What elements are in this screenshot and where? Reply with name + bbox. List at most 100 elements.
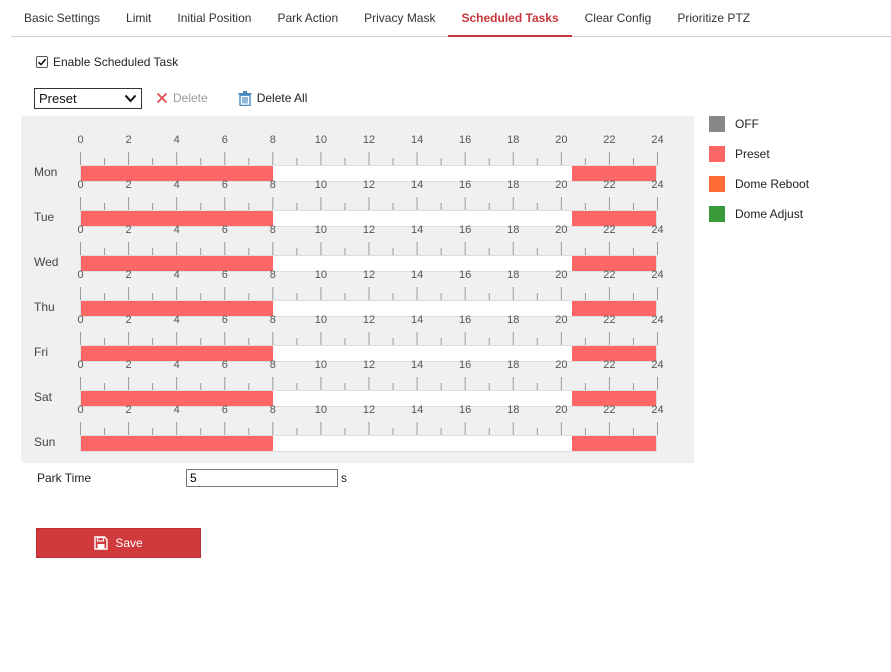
hour-tick-label: 14 xyxy=(411,134,423,146)
schedule-bar-fri[interactable] xyxy=(80,345,657,362)
enable-scheduled-task[interactable]: Enable Scheduled Task xyxy=(36,55,178,69)
hour-tick-label: 0 xyxy=(77,404,83,416)
schedule-segment[interactable] xyxy=(81,166,273,181)
tab-scheduled-tasks[interactable]: Scheduled Tasks xyxy=(448,0,572,37)
hour-tick-label: 8 xyxy=(270,404,276,416)
day-label: Mon xyxy=(34,165,58,179)
hour-tick-label: 6 xyxy=(222,269,228,281)
park-time-input[interactable] xyxy=(186,469,338,487)
hour-tick-label: 24 xyxy=(651,179,663,191)
hour-tick-label: 0 xyxy=(77,134,83,146)
enable-label: Enable Scheduled Task xyxy=(53,55,179,69)
tab-initial-position[interactable]: Initial Position xyxy=(177,11,252,25)
hour-ruler: 0 2 4 6 8 10 12 14 16 18 20 22 24 xyxy=(77,134,664,165)
hour-tick-label: 12 xyxy=(363,134,375,146)
legend-label: Preset xyxy=(735,147,770,161)
schedule-row-wed: 0 2 4 6 8 10 12 14 16 18 20 22 24 Wed xyxy=(21,220,694,272)
save-label: Save xyxy=(115,536,143,550)
schedule-segment[interactable] xyxy=(572,436,656,451)
schedule-row-fri: 0 2 4 6 8 10 12 14 16 18 20 22 24 Fri xyxy=(21,310,694,362)
tab-limit[interactable]: Limit xyxy=(126,11,152,25)
task-type-select[interactable]: Preset xyxy=(34,87,142,109)
hour-tick-label: 2 xyxy=(126,359,132,371)
chevron-down-icon xyxy=(124,94,137,102)
schedule-segment[interactable] xyxy=(572,256,656,271)
delete-all-button[interactable]: Delete All xyxy=(238,90,307,106)
hour-tick-label: 12 xyxy=(363,359,375,371)
schedule-segment[interactable] xyxy=(81,391,273,406)
hour-tick-label: 24 xyxy=(651,359,663,371)
schedule-segment[interactable] xyxy=(572,166,656,181)
day-label: Sat xyxy=(34,390,53,404)
hour-tick-label: 20 xyxy=(555,269,567,281)
schedule-segment[interactable] xyxy=(81,301,273,316)
hour-tick-label: 10 xyxy=(315,134,327,146)
hour-tick-label: 16 xyxy=(459,359,471,371)
schedule-segment[interactable] xyxy=(572,301,656,316)
hour-tick-label: 8 xyxy=(270,314,276,326)
legend-swatch xyxy=(709,176,725,192)
hour-tick-label: 4 xyxy=(174,179,180,191)
schedule-bar-mon[interactable] xyxy=(80,165,657,182)
schedule-segment[interactable] xyxy=(81,346,273,361)
hour-tick-label: 2 xyxy=(126,224,132,236)
day-label: Fri xyxy=(34,345,48,359)
schedule-segment[interactable] xyxy=(81,211,273,226)
schedule-row-mon: 0 2 4 6 8 10 12 14 16 18 20 22 24 Mon xyxy=(21,130,694,182)
tab-privacy-mask[interactable]: Privacy Mask xyxy=(364,11,436,25)
schedule-segment[interactable] xyxy=(81,436,273,451)
save-button[interactable]: Save xyxy=(36,528,201,558)
schedule-bar-sun[interactable] xyxy=(80,435,657,452)
hour-tick-label: 2 xyxy=(126,404,132,416)
schedule-bar-thu[interactable] xyxy=(80,300,657,317)
hour-tick-label: 20 xyxy=(555,224,567,236)
hour-tick-label: 0 xyxy=(77,314,83,326)
hour-tick-label: 8 xyxy=(270,179,276,191)
hour-tick-label: 4 xyxy=(174,224,180,236)
hour-tick-label: 20 xyxy=(555,359,567,371)
hour-tick-label: 12 xyxy=(363,314,375,326)
hour-tick-label: 8 xyxy=(270,359,276,371)
schedule-segment[interactable] xyxy=(81,256,273,271)
tab-clear-config[interactable]: Clear Config xyxy=(584,11,652,25)
hour-tick-label: 12 xyxy=(363,179,375,191)
hour-tick-label: 22 xyxy=(603,404,615,416)
schedule-panel: 0 2 4 6 8 10 12 14 16 18 20 22 24 Mon 0 2 4 6 8 10 12 14 16 18 2… xyxy=(21,116,694,463)
legend: OFF Preset Dome Reboot Dome Adjust xyxy=(709,116,809,236)
tab-prioritize-ptz[interactable]: Prioritize PTZ xyxy=(677,11,751,25)
hour-tick-label: 14 xyxy=(411,314,423,326)
hour-tick-label: 22 xyxy=(603,134,615,146)
schedule-bar-tue[interactable] xyxy=(80,210,657,227)
hour-tick-label: 18 xyxy=(507,134,519,146)
hour-tick-label: 18 xyxy=(507,404,519,416)
hour-tick-label: 18 xyxy=(507,224,519,236)
hour-tick-label: 6 xyxy=(222,404,228,416)
schedule-bar-sat[interactable] xyxy=(80,390,657,407)
hour-tick-label: 10 xyxy=(315,404,327,416)
park-time-unit: s xyxy=(341,471,347,485)
tab-basic-settings[interactable]: Basic Settings xyxy=(24,11,101,25)
hour-tick-label: 18 xyxy=(507,359,519,371)
schedule-bar-wed[interactable] xyxy=(80,255,657,272)
hour-tick-label: 24 xyxy=(651,314,663,326)
hour-tick-label: 4 xyxy=(174,404,180,416)
hour-tick-label: 14 xyxy=(411,224,423,236)
schedule-row-tue: 0 2 4 6 8 10 12 14 16 18 20 22 24 Tue xyxy=(21,175,694,227)
floppy-disk-icon xyxy=(94,536,109,550)
delete-button[interactable]: Delete xyxy=(156,91,208,105)
hour-tick-label: 4 xyxy=(174,134,180,146)
hour-tick-label: 2 xyxy=(126,134,132,146)
hour-tick-label: 8 xyxy=(270,269,276,281)
schedule-segment[interactable] xyxy=(572,211,656,226)
schedule-segment[interactable] xyxy=(572,391,656,406)
enable-checkbox[interactable] xyxy=(36,56,48,68)
hour-tick-label: 14 xyxy=(411,404,423,416)
schedule-segment[interactable] xyxy=(572,346,656,361)
hour-tick-label: 2 xyxy=(126,179,132,191)
hour-tick-label: 10 xyxy=(315,314,327,326)
hour-tick-label: 8 xyxy=(270,224,276,236)
tab-park-action[interactable]: Park Action xyxy=(277,11,339,25)
hour-tick-label: 12 xyxy=(363,269,375,281)
hour-tick-label: 12 xyxy=(363,404,375,416)
day-label: Thu xyxy=(34,300,55,314)
